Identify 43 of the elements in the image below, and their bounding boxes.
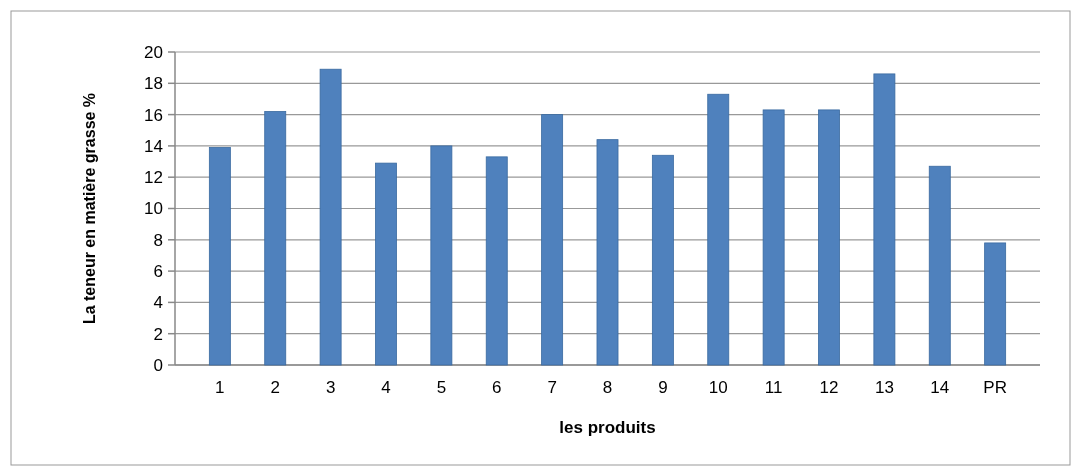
y-axis-title: La teneur en matière grasse % [81, 92, 98, 325]
x-tick-label: 9 [658, 378, 668, 397]
x-tick-label: 4 [381, 378, 391, 397]
x-tick-label: 5 [436, 378, 447, 397]
x-tick-label: 11 [764, 378, 783, 397]
x-tick-label: PR [983, 378, 1007, 397]
bar [541, 114, 564, 366]
bar [984, 242, 1007, 366]
x-tick-label: 1 [215, 378, 225, 397]
bar [873, 73, 896, 366]
x-tick-label: 8 [602, 378, 613, 397]
y-tick-label: 16 [144, 105, 163, 125]
x-tick-label: 14 [930, 378, 950, 397]
bar [818, 109, 840, 366]
y-tick-label: 2 [153, 324, 163, 344]
x-tick-label: 2 [270, 378, 280, 397]
y-tick-label: 4 [153, 293, 163, 313]
y-tick-label: 0 [153, 355, 163, 375]
x-axis-title: les produits [559, 418, 656, 437]
x-tick-label: 10 [708, 378, 728, 397]
y-tick-label: 8 [153, 230, 163, 250]
x-tick-label: 3 [325, 378, 336, 397]
y-tick-label: 14 [144, 136, 163, 156]
x-tick-label: 12 [819, 378, 839, 397]
bar [430, 145, 453, 366]
bar [485, 156, 508, 366]
y-tick-label: 18 [144, 74, 163, 94]
bar [596, 139, 619, 366]
x-tick-label: 13 [874, 378, 894, 397]
y-tick-label: 6 [153, 262, 163, 282]
bar [651, 154, 674, 366]
bar [707, 93, 730, 366]
x-tick-label: 6 [492, 378, 502, 397]
y-tick-label: 12 [144, 168, 163, 188]
bar [264, 111, 287, 366]
bar [762, 109, 785, 366]
bar [319, 68, 342, 366]
bar [928, 165, 951, 366]
bar [208, 147, 231, 366]
y-tick-label: 20 [144, 42, 163, 62]
x-tick-label: 7 [547, 378, 557, 397]
y-tick-label: 10 [144, 199, 163, 219]
bar [375, 162, 397, 366]
